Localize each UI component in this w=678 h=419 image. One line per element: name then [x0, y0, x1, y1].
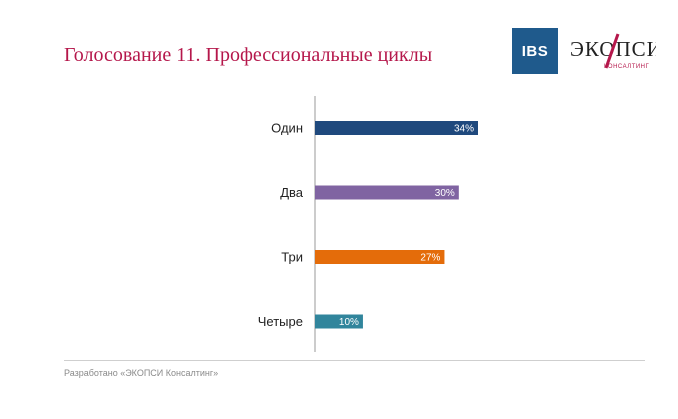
category-label-2: Два: [280, 185, 304, 200]
bar-2: [315, 185, 459, 200]
category-label-4: Четыре: [258, 314, 303, 329]
ekopsi-logo-slash: [604, 33, 620, 69]
ibs-logo: IBS: [512, 28, 558, 74]
bar-1: [315, 121, 478, 135]
bar-value-label-3: 27%: [420, 253, 440, 264]
footer-divider: [64, 360, 645, 361]
bar-3: [315, 250, 445, 264]
category-label-1: Один: [271, 121, 303, 136]
ekopsi-logo: ЭКОПСИ КОНСАЛТИНГ: [570, 33, 656, 70]
bar-value-label-1: 34%: [454, 124, 474, 135]
category-label-3: Три: [281, 250, 303, 265]
bar-4: [315, 314, 363, 329]
bar-value-label-2: 30%: [435, 188, 455, 199]
ibs-logo-text: IBS: [521, 42, 549, 60]
bar-value-label-4: 10%: [339, 317, 359, 328]
footer-credit: Разработано «ЭКОПСИ Консалтинг»: [64, 368, 219, 378]
slide-title: Голосование 11. Профессиональные циклы: [64, 44, 433, 66]
ekopsi-logo-subtext: КОНСАЛТИНГ: [604, 64, 650, 70]
